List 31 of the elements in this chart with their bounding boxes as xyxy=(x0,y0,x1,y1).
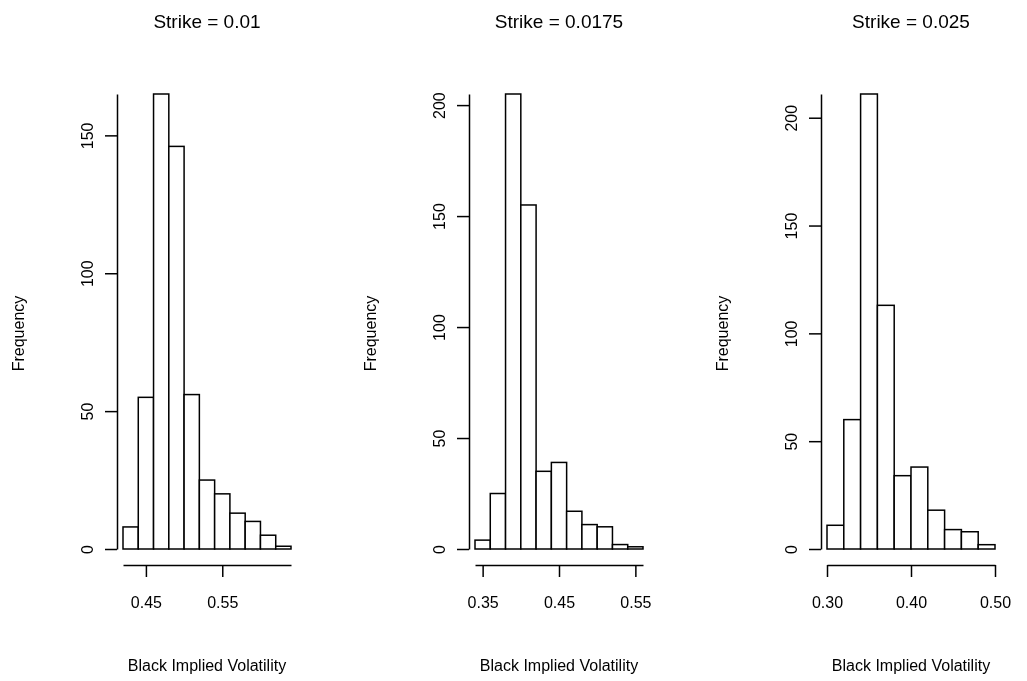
chart-title: Strike = 0.0175 xyxy=(494,11,624,32)
y-axis-title: Frequency xyxy=(714,295,731,372)
y-tick-label: 50 xyxy=(79,402,96,421)
x-tick-label: 0.35 xyxy=(467,594,499,612)
y-tick-label: 50 xyxy=(783,432,800,451)
x-tick-label: 0.55 xyxy=(207,594,239,612)
y-tick-label: 0 xyxy=(431,544,448,554)
y-tick-label: 150 xyxy=(79,122,96,150)
y-tick-label: 100 xyxy=(783,320,800,348)
x-tick-label: 0.55 xyxy=(620,594,652,612)
y-tick-label: 200 xyxy=(431,92,448,119)
y-tick-label: 0 xyxy=(79,544,96,554)
x-axis-title: Black Implied Volatility xyxy=(479,657,639,674)
y-tick-label: 150 xyxy=(783,212,800,240)
chart-title: Strike = 0.025 xyxy=(852,11,970,32)
y-tick-label: 150 xyxy=(431,203,448,230)
x-axis-title: Black Implied Volatility xyxy=(127,657,287,674)
y-tick-label: 50 xyxy=(431,429,448,448)
x-tick-label: 0.45 xyxy=(543,594,576,612)
x-tick-label: 0.40 xyxy=(895,594,928,612)
y-tick-label: 0 xyxy=(783,544,800,554)
x-tick-label: 0.45 xyxy=(130,594,163,612)
y-tick-label: 200 xyxy=(783,104,800,132)
y-axis-title: Frequency xyxy=(362,295,379,372)
x-tick-label: 0.30 xyxy=(811,594,844,612)
x-axis-title: Black Implied Volatility xyxy=(831,657,991,674)
y-axis-title: Frequency xyxy=(10,295,27,372)
y-tick-label: 100 xyxy=(431,314,448,341)
y-tick-label: 100 xyxy=(79,260,96,288)
x-tick-label: 0.50 xyxy=(979,594,1012,612)
chart-title: Strike = 0.01 xyxy=(153,11,261,32)
